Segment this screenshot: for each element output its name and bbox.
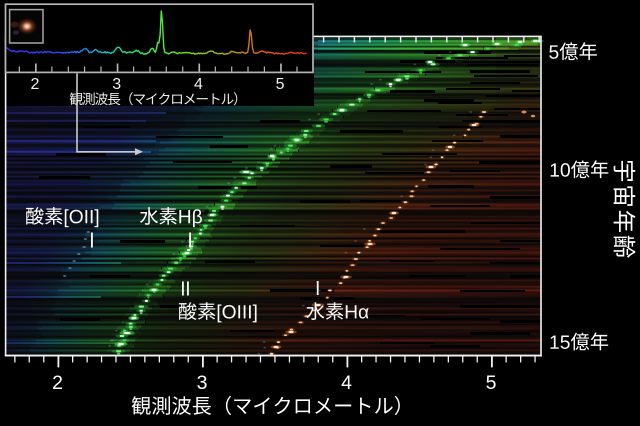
svg-text:3: 3 — [197, 372, 208, 394]
svg-text:5: 5 — [276, 76, 285, 93]
svg-text:2: 2 — [52, 372, 63, 394]
svg-text:4: 4 — [341, 372, 352, 394]
svg-text:4: 4 — [194, 76, 203, 93]
svg-text:3: 3 — [112, 76, 121, 93]
svg-text:2: 2 — [31, 76, 40, 93]
svg-text:5: 5 — [486, 372, 497, 394]
